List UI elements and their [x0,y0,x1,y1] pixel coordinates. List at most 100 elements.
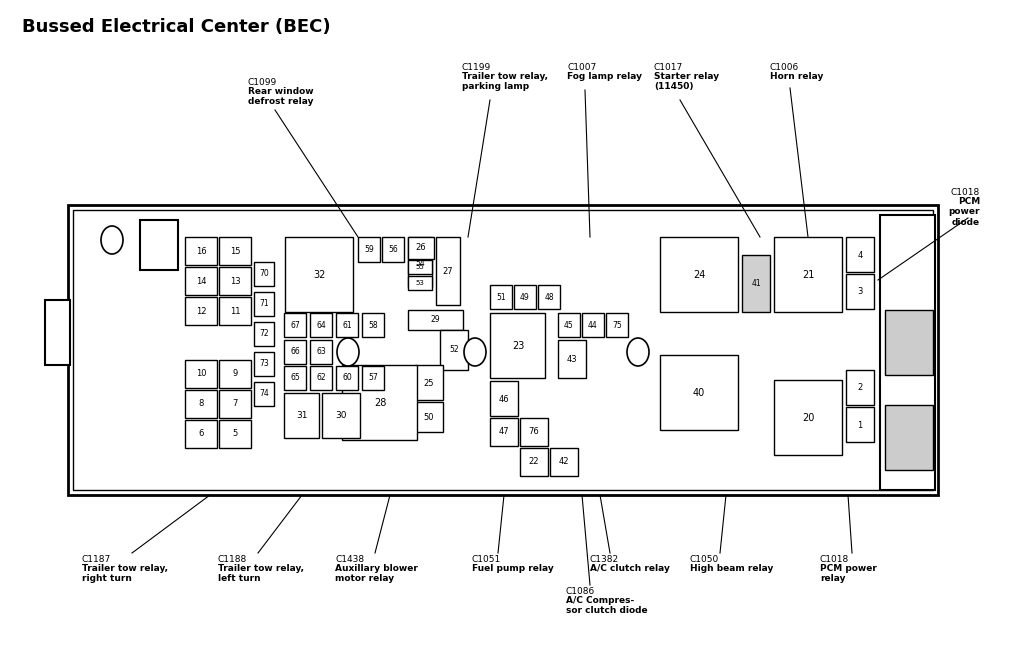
Text: C1086: C1086 [566,587,596,596]
Text: 10: 10 [196,369,206,378]
Text: 3: 3 [857,288,863,297]
Text: 6: 6 [198,430,204,438]
Text: 48: 48 [544,293,554,301]
Ellipse shape [627,338,649,366]
Bar [558,313,580,337]
Text: 13: 13 [230,278,240,286]
Bar [606,313,628,337]
Text: 21: 21 [802,270,814,280]
Text: C1007: C1007 [567,63,597,72]
Text: 22: 22 [529,457,539,467]
Bar [490,418,518,446]
Bar [846,407,874,442]
Text: 32: 32 [313,270,325,280]
Text: 54: 54 [415,258,425,268]
Bar [490,381,518,416]
Bar [358,237,380,262]
Bar [408,276,432,290]
Bar [742,255,770,312]
Text: 42: 42 [559,457,569,467]
Text: 11: 11 [230,307,240,317]
Text: 23: 23 [511,341,524,351]
Text: C1199: C1199 [462,63,491,72]
Bar [219,390,251,418]
Text: 5: 5 [233,430,238,438]
Text: 16: 16 [196,248,206,256]
Text: 45: 45 [564,321,574,329]
Text: 73: 73 [259,359,269,369]
Bar [362,366,384,390]
Bar [184,390,217,418]
Text: 28: 28 [374,398,386,408]
Ellipse shape [464,338,486,366]
Text: 2: 2 [857,384,863,392]
Bar [846,274,874,309]
Bar [408,260,432,274]
Text: A/C clutch relay: A/C clutch relay [590,564,670,573]
Bar [140,220,178,270]
Text: 41: 41 [751,280,761,288]
Bar [310,340,332,364]
Bar [490,313,545,378]
Text: 40: 40 [693,388,705,398]
Bar [415,402,443,432]
Bar [436,237,460,305]
Text: 61: 61 [342,321,352,329]
Text: 50: 50 [423,412,435,422]
Text: 58: 58 [368,321,378,329]
Text: 70: 70 [259,270,269,278]
Text: 12: 12 [196,307,206,317]
Text: 49: 49 [520,293,530,301]
Bar [322,393,360,438]
Text: Rear window
defrost relay: Rear window defrost relay [248,87,314,106]
Text: Fuel pump relay: Fuel pump relay [472,564,554,573]
Text: High beam relay: High beam relay [690,564,774,573]
Bar [880,215,935,490]
Text: C1051: C1051 [472,555,501,564]
Text: C1006: C1006 [770,63,800,72]
Text: 7: 7 [233,400,238,408]
Text: 47: 47 [499,428,509,436]
Text: 4: 4 [857,250,863,260]
Text: 25: 25 [423,378,435,388]
Bar [774,237,842,312]
Text: 60: 60 [342,373,352,382]
Bar [520,448,548,476]
Bar [184,420,217,448]
Bar [774,380,842,455]
Bar [408,310,463,330]
Bar [336,313,358,337]
Text: 74: 74 [259,390,269,398]
Text: 56: 56 [388,246,398,254]
Text: Auxillary blower
motor relay: Auxillary blower motor relay [335,564,418,584]
Text: 55: 55 [415,264,424,270]
Text: C1382: C1382 [590,555,619,564]
Bar [520,418,548,446]
Text: 65: 65 [290,373,300,382]
Bar [408,237,432,287]
Bar [885,405,933,470]
Bar [415,365,443,400]
Text: 1: 1 [857,420,863,430]
Bar [219,360,251,388]
Bar [254,382,274,406]
Text: 26: 26 [416,244,426,252]
Text: Fog lamp relay: Fog lamp relay [567,72,642,81]
Text: 46: 46 [499,394,509,404]
Bar [660,237,738,312]
Bar [310,313,332,337]
Bar [550,448,578,476]
Text: 9: 9 [233,369,238,378]
Text: C1018: C1018 [951,188,980,197]
Text: 57: 57 [368,373,378,382]
Text: 62: 62 [316,373,326,382]
Bar [219,420,251,448]
Text: Bussed Electrical Center (BEC): Bussed Electrical Center (BEC) [22,18,331,36]
Text: Trailer tow relay,
right turn: Trailer tow relay, right turn [82,564,168,584]
Text: 27: 27 [443,266,453,276]
Bar [342,365,417,440]
Bar [336,366,358,390]
Bar [254,292,274,316]
Text: 52: 52 [449,345,459,355]
Text: C1099: C1099 [248,78,277,87]
